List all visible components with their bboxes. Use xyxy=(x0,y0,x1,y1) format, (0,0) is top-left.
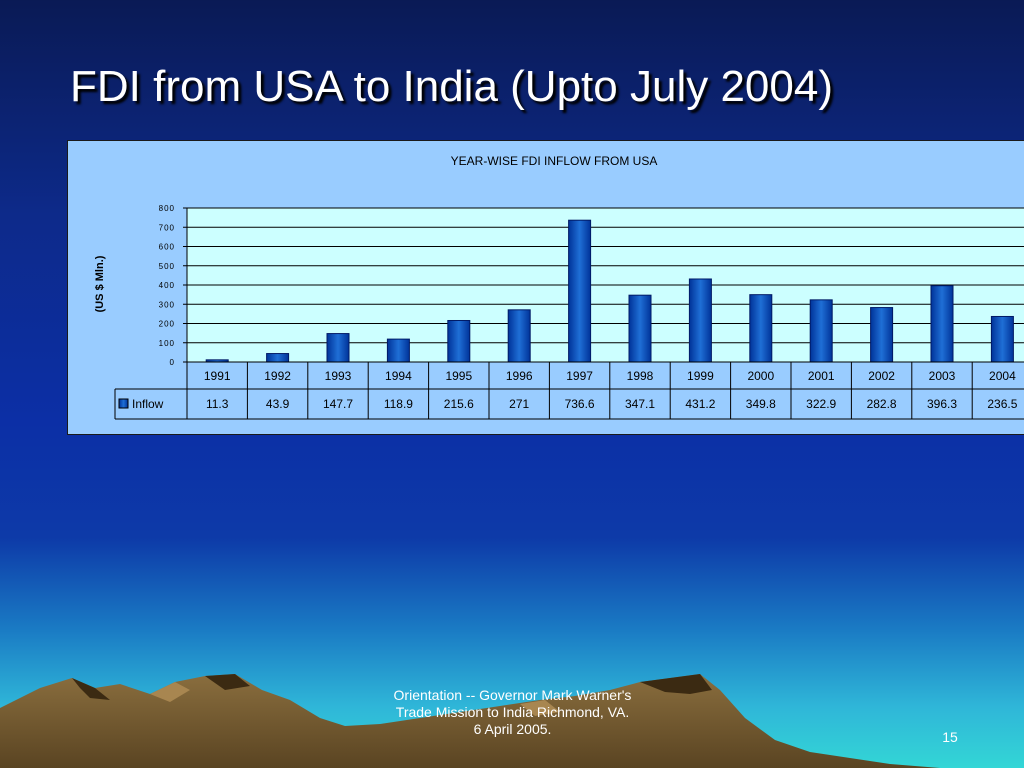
chart-title: YEAR-WISE FDI INFLOW FROM USA xyxy=(451,154,658,168)
x-tick-label: 2000 xyxy=(747,369,774,383)
y-tick-label: 400 xyxy=(159,281,175,290)
data-label: 215.6 xyxy=(444,397,474,411)
bar xyxy=(870,307,894,363)
bars xyxy=(205,219,1014,363)
footer-line: 6 April 2005. xyxy=(473,721,552,737)
bar xyxy=(386,338,410,363)
data-label: 347.1 xyxy=(625,397,655,411)
bar xyxy=(749,294,773,363)
x-tick-label: 1999 xyxy=(687,369,714,383)
x-tick-label: 2001 xyxy=(808,369,835,383)
y-tick-label: 500 xyxy=(159,262,175,271)
footer-line: Trade Mission to India Richmond, VA. xyxy=(395,704,630,720)
y-tick-label: 300 xyxy=(159,300,175,309)
bar xyxy=(507,309,531,363)
y-tick-label: 200 xyxy=(159,320,175,329)
data-label: 349.8 xyxy=(746,397,776,411)
x-tick-label: 1997 xyxy=(566,369,593,383)
bar xyxy=(326,333,350,363)
x-tick-label: 1993 xyxy=(325,369,352,383)
x-tick-label: 1998 xyxy=(627,369,654,383)
data-label: 282.8 xyxy=(867,397,897,411)
x-tick-label: 1996 xyxy=(506,369,533,383)
x-tick-label: 2002 xyxy=(868,369,895,383)
footer-line: Orientation -- Governor Mark Warner's xyxy=(393,687,632,703)
data-label: 271 xyxy=(509,397,529,411)
x-tick-label: 1991 xyxy=(204,369,231,383)
y-axis-label: (US $ Mln.) xyxy=(94,255,106,312)
page-number: 15 xyxy=(942,729,958,745)
y-tick-label: 600 xyxy=(159,243,175,252)
data-label: 431.2 xyxy=(685,397,715,411)
x-tick-label: 1994 xyxy=(385,369,412,383)
y-tick-label: 800 xyxy=(159,204,175,213)
bar xyxy=(688,278,712,363)
legend-swatch xyxy=(118,398,129,409)
data-label: 396.3 xyxy=(927,397,957,411)
bar xyxy=(990,315,1014,363)
slide-title: FDI from USA to India (Upto July 2004) xyxy=(70,62,833,111)
bar xyxy=(930,285,954,363)
data-label: 236.5 xyxy=(987,397,1017,411)
mountain-landscape xyxy=(0,674,940,768)
chart-frame: YEAR-WISE FDI INFLOW FROM USA (US $ Mln.… xyxy=(67,140,1024,435)
y-tick-label: 100 xyxy=(159,339,175,348)
chart-svg: YEAR-WISE FDI INFLOW FROM USA (US $ Mln.… xyxy=(94,154,1024,420)
data-label: 736.6 xyxy=(565,397,595,411)
x-tick-label: 2003 xyxy=(929,369,956,383)
data-label: 118.9 xyxy=(384,397,413,411)
y-tick-labels: 0 100 200 300 400 500 600 700 800 xyxy=(159,204,175,367)
x-tick-label: 1992 xyxy=(264,369,291,383)
y-tick-label: 0 xyxy=(170,358,175,367)
data-table: 1991 11.3 1992 43.9 1993 147.7 1994 118.9 1995 21… xyxy=(114,361,1024,420)
x-tick-label: 2004 xyxy=(989,369,1016,383)
data-label: 43.9 xyxy=(266,397,290,411)
bar xyxy=(809,299,833,363)
bar xyxy=(266,353,290,363)
data-label: 322.9 xyxy=(806,397,836,411)
data-label: 11.3 xyxy=(206,397,229,411)
bar xyxy=(628,294,652,363)
data-label: 147.7 xyxy=(323,397,353,411)
x-tick-label: 1995 xyxy=(445,369,472,383)
slide-footer: Orientation -- Governor Mark Warner's Tr… xyxy=(340,687,685,738)
bar xyxy=(568,219,592,363)
y-tick-label: 700 xyxy=(159,223,175,232)
legend-label: Inflow xyxy=(132,397,164,411)
bar xyxy=(447,319,471,363)
